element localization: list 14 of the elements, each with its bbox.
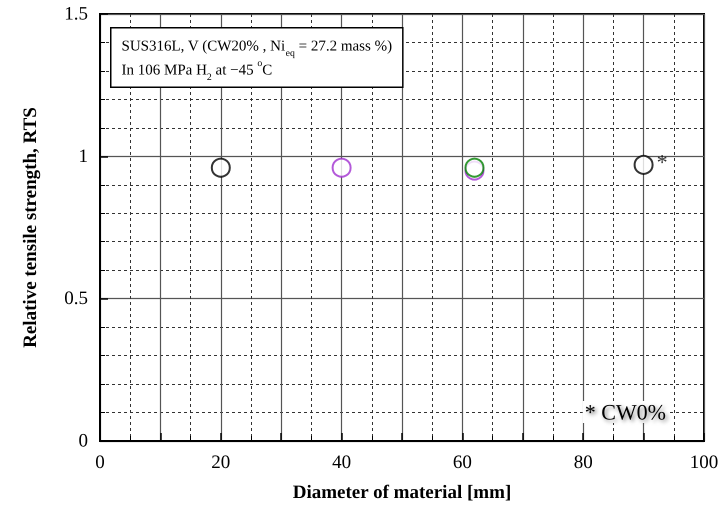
x-tick-label: 100 [690, 452, 718, 473]
x-tick-label: 60 [452, 452, 472, 473]
x-tick-label: 0 [95, 452, 105, 473]
y-tick-label: 0 [78, 430, 88, 452]
annotation: * [656, 149, 668, 174]
annotation: * CW0% [584, 400, 666, 424]
x-axis-title: Diameter of material [mm] [292, 482, 512, 503]
x-tick-label: 20 [211, 452, 230, 473]
y-tick-label: 1 [78, 146, 88, 167]
x-tick-label: 40 [332, 452, 352, 473]
y-axis-title: Relative tensile strength, RTS [20, 107, 41, 348]
y-tick-label: 0.5 [64, 288, 88, 310]
x-tick-label: 80 [574, 452, 593, 473]
y-tick-label: 1.5 [64, 4, 88, 24]
